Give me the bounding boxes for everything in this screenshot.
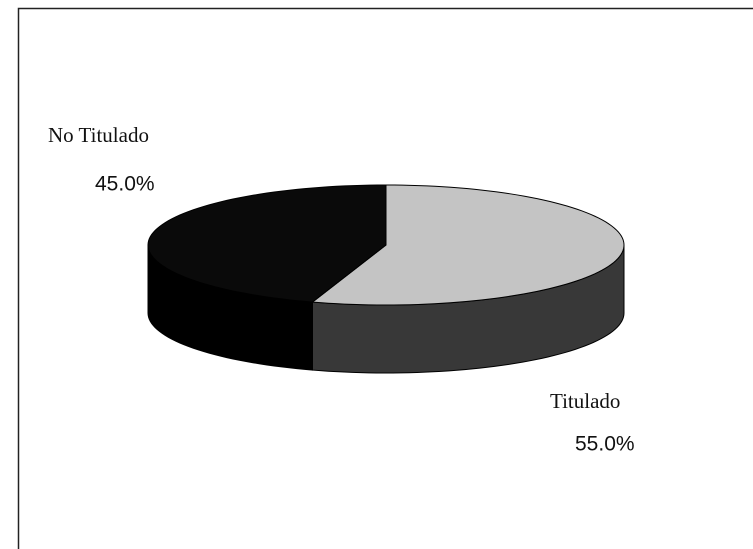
slice-label: Titulado bbox=[550, 389, 620, 413]
slice-value-label: 55.0% bbox=[575, 433, 635, 456]
pie-slice bbox=[147, 184, 387, 303]
slice-label: No Titulado bbox=[48, 123, 149, 147]
slice-value-label: 45.0% bbox=[95, 173, 155, 196]
pie-slice bbox=[311, 184, 625, 306]
